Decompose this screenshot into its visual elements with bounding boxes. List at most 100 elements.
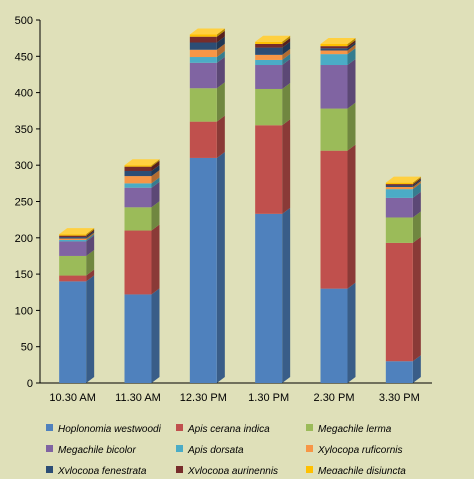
bar-segment-side [347,40,356,49]
bar-segment [59,238,87,240]
y-tick-label: 0 [27,378,33,390]
bar-segment [385,361,413,383]
bar-segment [59,237,87,239]
legend-label: Megachile disjuncta [318,466,406,474]
bar-segment-side [216,56,225,89]
bar-segment [255,59,283,66]
y-tick-label: 50 [21,342,33,354]
bar-segment [124,183,152,188]
bar-segment-side [151,159,160,167]
bar-segment-side [216,51,225,63]
bar-segment-side [282,37,291,48]
y-tick-label: 250 [15,197,33,209]
bar-segment-side [347,102,356,151]
bar-segment [385,182,413,185]
bar-segment-side [151,165,160,177]
bar-segment-side [282,119,291,214]
bar-segment-side [282,48,291,60]
legend-label: Apis cerana indica [187,424,270,435]
bar-segment-side [412,191,421,218]
bar-segment-side [151,177,160,188]
bar-segment-side [282,59,291,89]
bar-segment-side [216,115,225,158]
bar-segment [189,121,217,158]
bar-segment [59,281,87,383]
bar-segment [385,184,413,186]
bar-segment-side [412,236,421,362]
bar-segment [320,108,348,151]
bar-segment-side [86,249,95,276]
bar-segment [320,50,348,55]
bar-segment [124,207,152,231]
bar-segment-side [282,207,291,383]
bar-segment [385,242,413,362]
y-tick-label: 200 [15,233,33,245]
bar-segment [189,157,217,383]
legend-label: Megachile bicolor [58,445,136,456]
bar-segment [385,197,413,218]
bar-segment-side [216,30,225,43]
legend-swatch [176,466,183,473]
bar-segment-side [412,179,421,187]
bar-segment-side [412,176,421,185]
bar-segment-side [347,37,356,47]
bar-segment [189,49,217,58]
legend-swatch [46,466,53,473]
bar-segment-side [86,235,95,256]
x-tick-label: 12.30 PM [180,392,227,404]
legend-label: Apis dorsata [187,445,244,456]
bar-top-face [255,35,291,42]
bar-segment-side [151,288,160,383]
bar-segment [255,43,283,48]
bar-segment [124,294,152,383]
bar-segment [59,255,87,276]
bar-segment-side [347,48,356,66]
legend-swatch [46,424,53,431]
bar-segment [189,34,217,37]
bar-segment [124,171,152,177]
bar-segment-side [412,180,421,190]
bar-segment-side [282,35,291,44]
bar-segment-side [86,275,95,383]
bar-segment [320,54,348,66]
legend-swatch [306,466,313,473]
bar-segment [320,43,348,47]
bar-segment-side [347,282,356,383]
bar-segment-side [86,229,95,238]
y-tick-label: 400 [15,88,33,100]
x-tick-label: 10.30 AM [49,392,95,404]
bar-segment-side [216,36,225,50]
bar-segment-side [282,41,291,55]
legend-label: Megachile lerma [318,424,392,435]
bar-segment-side [412,183,421,198]
x-tick-label: 11.30 AM [115,392,161,404]
y-tick-label: 150 [15,269,33,281]
bar-segment-side [412,211,421,243]
bar-top-face [189,28,225,35]
bar-segment-side [86,228,95,236]
legend-swatch [46,445,53,452]
bar-segment [320,46,348,49]
bar-segment [124,187,152,208]
bar-segment [124,166,152,172]
bar-segment-side [412,178,421,186]
bar-segment [189,36,217,43]
bar-segment-side [347,59,356,109]
bar-segment [255,125,283,214]
bar-segment [59,239,87,242]
bar-segment [59,241,87,256]
bar-segment-side [216,151,225,383]
x-tick-label: 2.30 PM [314,392,355,404]
bar-segment-side [86,233,95,242]
legend-swatch [306,445,313,452]
bar-segment-side [347,44,356,55]
bar-segment-side [151,224,160,295]
bar-segment [124,230,152,295]
bar-segment [320,150,348,289]
legend-swatch [306,424,313,431]
bar-segment [124,176,152,184]
bar-segment [189,57,217,63]
y-tick-label: 100 [15,305,33,317]
bar-segment-side [151,181,160,208]
bar-segment [59,234,87,236]
